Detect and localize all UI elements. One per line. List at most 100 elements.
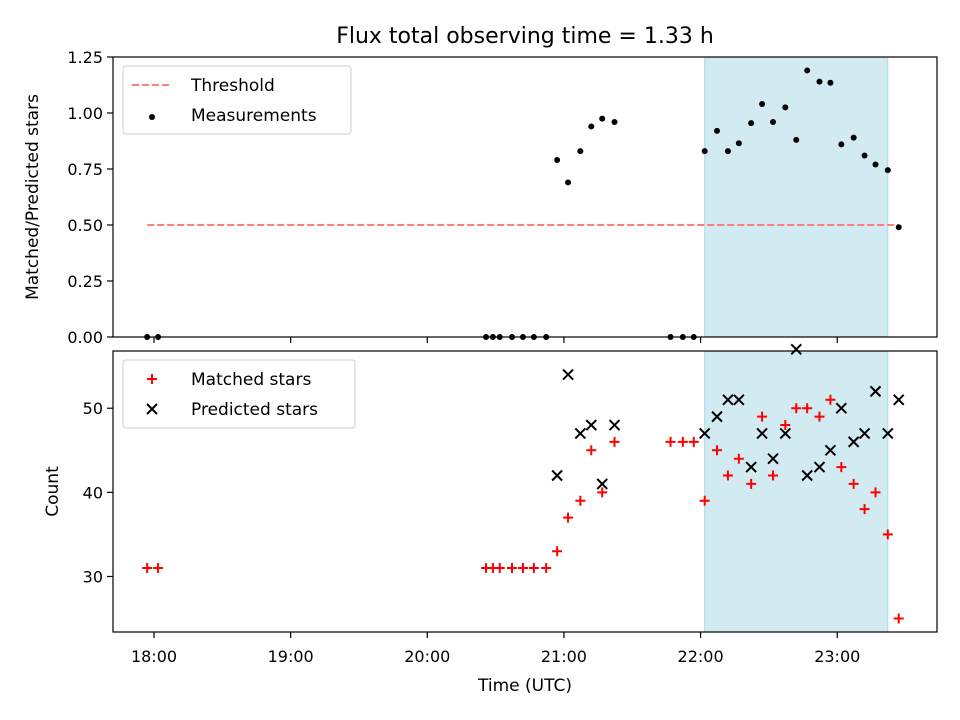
predicted-stars-point-23: [893, 394, 905, 406]
measurements-point-25: [782, 104, 789, 111]
predicted-stars-point-12: [767, 452, 779, 465]
measurements-point-27: [804, 67, 811, 74]
matched-stars-point-20: [722, 470, 733, 481]
shaded-region-bottom: [704, 350, 889, 633]
measurements-point-19: [713, 127, 720, 134]
predicted-stars-point-20: [858, 427, 871, 440]
measurements-point-26: [793, 136, 800, 143]
legend-bottom: Matched stars Predicted stars: [122, 359, 356, 429]
predicted-stars-point-2: [574, 427, 587, 440]
measurements-point-9: [554, 157, 561, 164]
y-tick-label-top-1: 0.25: [67, 272, 103, 291]
matched-stars-point-30: [836, 462, 847, 473]
x-tick-label-4: 22:00: [678, 647, 724, 666]
predicted-stars-point-22: [882, 427, 894, 440]
measurements-point-22: [748, 120, 755, 127]
measurements-point-35: [895, 224, 902, 231]
axes-frame-bottom: [112, 350, 938, 633]
matched-stars-point-32: [859, 504, 870, 515]
matched-stars-point-21: [733, 453, 744, 464]
measurements-point-10: [565, 179, 572, 186]
measurements-point-11: [577, 148, 584, 155]
measurements-point-23: [759, 101, 766, 108]
matched-stars-point-24: [768, 470, 779, 481]
legend-top: Threshold Measurements: [122, 65, 352, 135]
matched-stars-point-15: [665, 436, 676, 447]
predicted-stars-point-9: [733, 394, 745, 406]
matched-stars-point-11: [575, 495, 586, 506]
matched-stars-point-9: [552, 546, 563, 557]
matched-stars-point-18: [699, 495, 710, 506]
matched-stars-point-26: [791, 403, 802, 414]
y-tick-label-top-0: 0.00: [67, 328, 103, 347]
matched-stars-point-6: [517, 563, 528, 574]
y-tick-label-top-3: 0.75: [67, 160, 103, 179]
measurements-point-32: [861, 152, 868, 159]
matched-stars-point-13: [597, 487, 608, 498]
measurements-point-33: [872, 161, 879, 168]
panel-bottom: 30 40 50 Count Matched stars Predicted stars: [43, 343, 938, 638]
legend-swatch-1: [149, 114, 155, 120]
matched-stars-point-17: [688, 436, 699, 447]
matched-stars-point-7: [528, 563, 539, 574]
matched-stars-point-28: [814, 411, 825, 422]
predicted-stars-point-3: [585, 419, 597, 431]
predicted-stars-point-18: [835, 402, 848, 414]
matched-stars-point-0: [142, 563, 153, 574]
matched-stars-point-1: [153, 563, 164, 574]
matched-stars-point-12: [586, 445, 597, 456]
matched-stars-point-34: [882, 529, 893, 540]
predicted-stars-point-5: [608, 419, 621, 431]
matched-stars-point-10: [563, 512, 574, 523]
x-axis-label: Time (UTC): [477, 676, 572, 696]
y-tick-label-top-5: 1.25: [67, 48, 103, 67]
matched-stars-point-23: [757, 411, 768, 422]
legend-swatch-0: [147, 374, 157, 384]
matched-stars-point-5: [507, 563, 518, 574]
predicted-stars-point-14: [790, 343, 802, 356]
matched-stars-point-29: [825, 394, 836, 405]
predicted-stars-point-21: [869, 385, 882, 398]
matched-stars-point-16: [677, 436, 688, 447]
measurements-point-29: [827, 79, 834, 86]
measurements-point-34: [884, 167, 891, 174]
chart-title: Flux total observing time = 1.33 h: [336, 24, 714, 49]
y-tick-label-bottom-0: 30: [83, 567, 103, 586]
legend-swatch-1: [146, 403, 158, 415]
predicted-stars-point-10: [745, 461, 757, 473]
legend-label-bottom-1: Predicted stars: [191, 400, 318, 420]
x-tick-label-3: 21:00: [541, 647, 587, 666]
matched-stars-point-22: [746, 478, 757, 489]
y-tick-label-top-4: 1.00: [67, 104, 103, 123]
legend-label-top-1: Measurements: [191, 106, 317, 126]
measurements-point-20: [724, 148, 731, 155]
measurements-point-12: [588, 123, 595, 130]
legend-box-bottom: [122, 359, 356, 429]
predicted-stars-point-8: [722, 394, 734, 406]
panel-top: 0.00 0.25 0.50 0.75 1.00 1.25 Matched/Predicte…: [23, 48, 938, 347]
measurements-point-18: [701, 148, 708, 155]
x-tick-label-5: 23:00: [814, 647, 860, 666]
measurements-point-31: [850, 134, 857, 141]
y-axis-label-top: Matched/Predicted stars: [23, 94, 43, 300]
predicted-stars-point-4: [596, 478, 608, 490]
y-axis-label-bottom: Count: [43, 466, 63, 517]
predicted-stars-point-13: [779, 427, 792, 440]
predicted-stars-point-15: [801, 469, 813, 482]
shaded-region-top: [704, 56, 889, 338]
x-tick-label-2: 20:00: [404, 647, 450, 666]
predicted-stars-point-1: [562, 368, 574, 381]
predicted-stars-point-19: [847, 436, 860, 448]
matched-stars-point-25: [780, 420, 791, 431]
x-tick-label-1: 19:00: [268, 647, 314, 666]
measurements-point-28: [816, 78, 823, 85]
measurements-point-24: [770, 118, 777, 125]
matched-stars-point-33: [870, 487, 881, 498]
matched-stars-point-35: [893, 613, 904, 624]
x-tick-label-0: 18:00: [131, 647, 177, 666]
matched-stars-point-14: [609, 436, 620, 447]
axes-frame-top: [112, 56, 938, 338]
legend-box-top: [122, 65, 352, 135]
y-tick-label-bottom-2: 50: [83, 399, 103, 418]
